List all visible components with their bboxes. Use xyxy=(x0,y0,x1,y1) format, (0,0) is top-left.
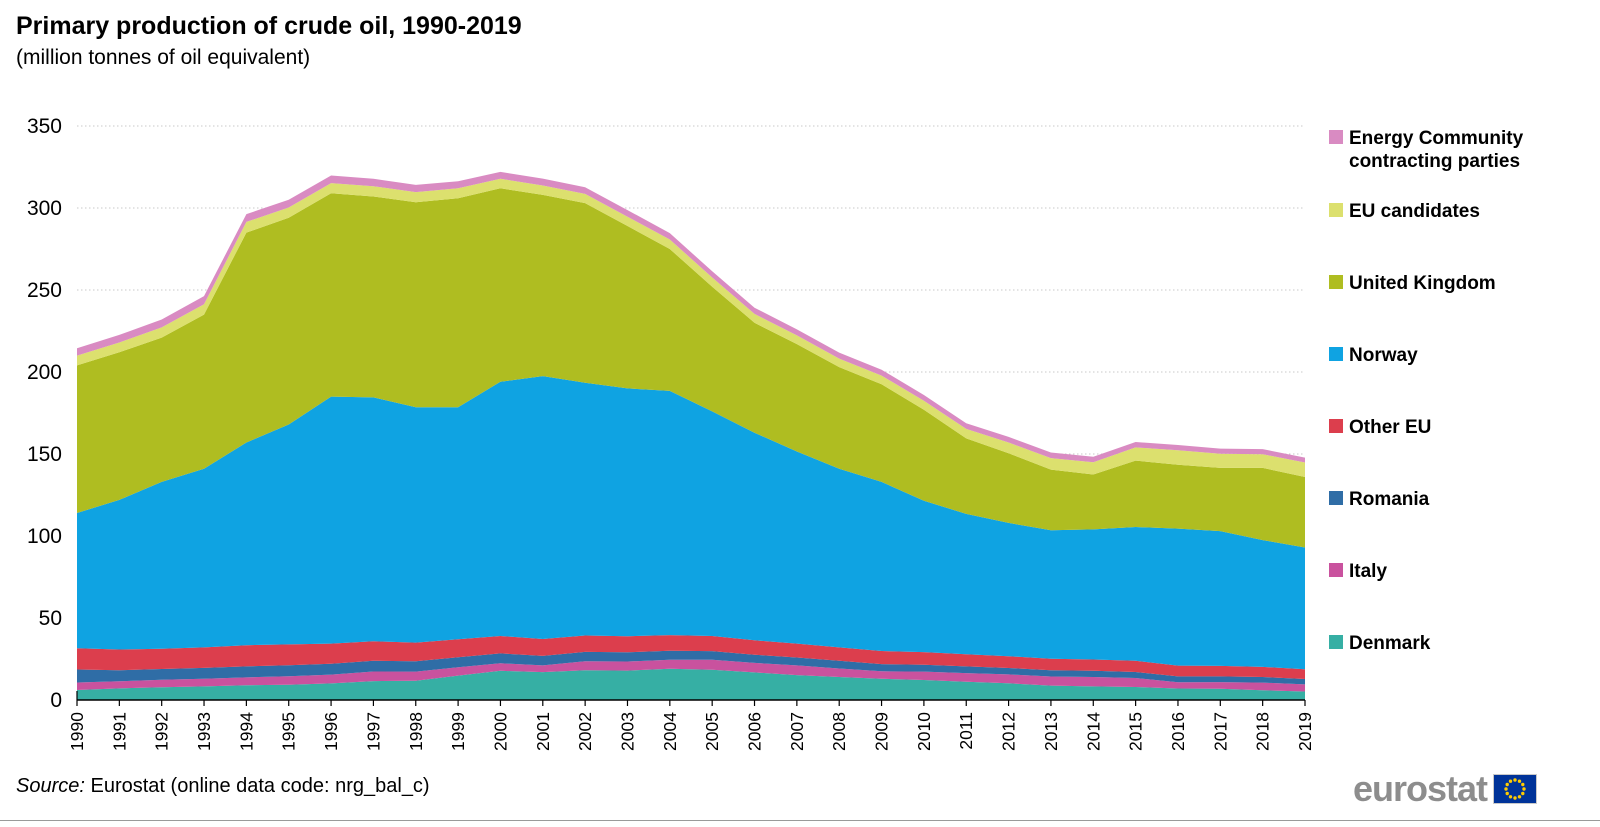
y-axis-label-0: 0 xyxy=(50,689,62,712)
legend-item-denmark: Denmark xyxy=(1329,632,1430,655)
eurostat-logo-text: eurostat xyxy=(1353,768,1488,809)
x-axis-label-2005: 2005 xyxy=(702,712,722,751)
legend-label: Italy xyxy=(1349,561,1388,582)
legend-swatch xyxy=(1329,635,1343,649)
eu-flag-star xyxy=(1505,782,1509,787)
x-axis-label-1995: 1995 xyxy=(279,712,299,751)
area-united-kingdom xyxy=(77,188,1305,548)
x-axis-label-2010: 2010 xyxy=(914,712,934,751)
x-axis-label-2008: 2008 xyxy=(829,712,849,751)
eu-flag-star xyxy=(1517,795,1522,799)
eu-flag-star xyxy=(1521,782,1525,787)
legend-item-italy: Italy xyxy=(1329,560,1387,583)
legend-swatch xyxy=(1329,419,1343,433)
x-axis-label-2009: 2009 xyxy=(872,712,892,751)
x-axis-label-2003: 2003 xyxy=(617,712,637,751)
x-axis-label-2014: 2014 xyxy=(1083,712,1103,751)
legend-swatch xyxy=(1329,203,1343,217)
eu-flag-star xyxy=(1517,779,1522,783)
area-other-eu xyxy=(77,635,1305,679)
x-axis-label-1993: 1993 xyxy=(194,712,214,751)
legend-swatch xyxy=(1329,563,1343,577)
y-axis-label-150: 150 xyxy=(27,443,62,466)
x-axis-label-1990: 1990 xyxy=(67,712,87,751)
x-axis-label-2006: 2006 xyxy=(745,712,765,751)
x-axis-label-2013: 2013 xyxy=(1041,712,1061,751)
eu-flag-star xyxy=(1521,791,1525,796)
y-axis-label-250: 250 xyxy=(27,279,62,302)
x-axis-label-1996: 1996 xyxy=(321,712,341,751)
legend-swatch xyxy=(1329,275,1343,289)
x-axis-label-2000: 2000 xyxy=(490,712,510,751)
y-axis-label-350: 350 xyxy=(27,115,62,138)
x-axis-label-2004: 2004 xyxy=(660,712,680,751)
x-axis-label-2012: 2012 xyxy=(999,712,1019,751)
legend-label: Norway xyxy=(1349,345,1418,366)
legend-label: EU candidates xyxy=(1349,201,1480,222)
x-axis-label-1997: 1997 xyxy=(363,712,383,751)
eu-flag-star xyxy=(1504,787,1508,791)
x-axis-label-2017: 2017 xyxy=(1210,712,1230,751)
legend-item-eu-candidates: EU candidates xyxy=(1329,200,1480,223)
eu-flag-star xyxy=(1508,779,1513,783)
eu-flag-icon xyxy=(1493,774,1538,804)
legend-swatch xyxy=(1329,491,1343,505)
x-axis-label-1994: 1994 xyxy=(236,712,256,751)
x-axis-label-2016: 2016 xyxy=(1168,712,1188,751)
x-axis-label-2001: 2001 xyxy=(533,712,553,751)
legend-item-energy-community-contracting-parties: Energy Community contracting parties xyxy=(1329,127,1579,173)
legend-item-romania: Romania xyxy=(1329,488,1429,511)
source-label: Source: xyxy=(16,775,85,797)
legend-label: United Kingdom xyxy=(1349,273,1496,294)
y-axis-label-50: 50 xyxy=(39,607,62,630)
x-axis-label-2002: 2002 xyxy=(575,712,595,751)
y-axis-label-300: 300 xyxy=(27,197,62,220)
area-denmark xyxy=(77,668,1305,700)
area-romania xyxy=(77,650,1305,685)
eu-flag-star xyxy=(1522,787,1526,791)
legend-label: Denmark xyxy=(1349,633,1431,654)
x-axis-label-1998: 1998 xyxy=(406,712,426,751)
y-axis-label-100: 100 xyxy=(27,525,62,548)
x-axis-label-2019: 2019 xyxy=(1295,712,1315,751)
legend-label: Romania xyxy=(1349,489,1430,510)
x-axis-label-2015: 2015 xyxy=(1126,712,1146,751)
x-axis-label-1992: 1992 xyxy=(152,712,172,751)
legend-item-other-eu: Other EU xyxy=(1329,416,1431,439)
eurostat-logo: eurostat xyxy=(1353,768,1538,810)
y-axis-label-200: 200 xyxy=(27,361,62,384)
area-italy xyxy=(77,659,1305,692)
x-axis-label-2018: 2018 xyxy=(1253,712,1273,751)
eu-flag-star xyxy=(1513,796,1517,800)
page-subtitle: (million tonnes of oil equivalent) xyxy=(16,46,311,69)
legend-label: Other EU xyxy=(1349,417,1432,438)
eu-flag-star xyxy=(1505,791,1509,796)
legend-item-united-kingdom: United Kingdom xyxy=(1329,272,1496,295)
legend-swatch xyxy=(1329,130,1343,144)
source-line: Source: Eurostat (online data code: nrg_… xyxy=(16,775,430,798)
x-axis-label-2007: 2007 xyxy=(787,712,807,751)
bottom-divider xyxy=(0,820,1600,821)
x-axis-label-1999: 1999 xyxy=(448,712,468,751)
legend-item-norway: Norway xyxy=(1329,344,1418,367)
area-norway xyxy=(77,376,1305,670)
page-title: Primary production of crude oil, 1990-20… xyxy=(16,12,522,40)
x-axis-label-2011: 2011 xyxy=(956,712,976,750)
eu-flag-star xyxy=(1513,778,1517,782)
legend-label: Energy Community contracting parties xyxy=(1349,128,1524,173)
x-axis-label-1991: 1991 xyxy=(109,712,129,751)
legend-swatch xyxy=(1329,347,1343,361)
source-text: Eurostat (online data code: nrg_bal_c) xyxy=(84,775,430,797)
eu-flag-star xyxy=(1508,795,1513,799)
